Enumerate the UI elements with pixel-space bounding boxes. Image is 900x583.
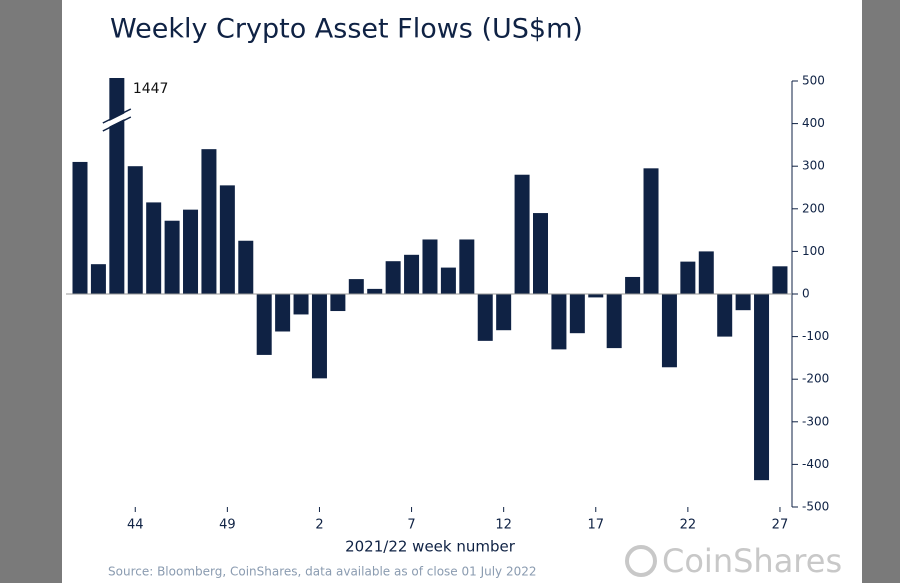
bar [496, 294, 512, 331]
plot-area [72, 78, 788, 481]
bar [90, 264, 106, 294]
bar [311, 294, 327, 379]
bar [404, 254, 420, 294]
bar [661, 294, 677, 368]
y-tick-label: 500 [802, 74, 825, 88]
y-tick-label: 300 [802, 159, 825, 173]
value-label: 1447 [133, 81, 169, 97]
bar [275, 294, 291, 332]
bar [698, 251, 714, 294]
x-tick-label: 7 [407, 518, 415, 533]
y-tick-label: 100 [802, 244, 825, 258]
bar [569, 294, 585, 334]
bar [772, 266, 788, 294]
y-tick-label: -100 [802, 329, 829, 343]
source-note: Source: Bloomberg, CoinShares, data avai… [108, 565, 537, 579]
bar [72, 161, 88, 294]
bar [183, 209, 199, 294]
y-tick-label: 200 [802, 201, 825, 215]
axis-break [101, 110, 132, 130]
y-tick-label: -300 [802, 414, 829, 428]
bar [551, 294, 567, 350]
x-tick-label: 49 [219, 518, 236, 533]
x-tick-label: 12 [495, 518, 512, 533]
y-tick-label: 0 [802, 287, 810, 301]
bar [643, 168, 659, 294]
x-tick-label: 27 [772, 518, 789, 533]
bar [109, 78, 125, 294]
brand-logo: CoinShares [625, 542, 842, 580]
x-tick-label: 17 [587, 518, 604, 533]
axis-break-edge [102, 108, 132, 124]
axis-break-edge [102, 116, 132, 132]
bar [533, 213, 548, 294]
bar [440, 267, 456, 294]
bar [293, 294, 309, 315]
bar [606, 294, 622, 349]
y-tick-label: 400 [802, 116, 825, 130]
x-tick-label: 44 [127, 518, 144, 533]
chart-title: Weekly Crypto Asset Flows (US$m) [110, 14, 583, 45]
bar [514, 174, 530, 294]
bar [219, 185, 235, 294]
logo-icon [625, 545, 657, 577]
bar [717, 294, 733, 337]
bar [422, 239, 438, 294]
bar [680, 261, 696, 294]
x-tick-label: 22 [680, 518, 697, 533]
bar [330, 294, 346, 312]
bar [385, 261, 401, 294]
bar [256, 294, 272, 355]
bar [201, 149, 217, 294]
bar [459, 239, 475, 294]
brand-name: CoinShares [662, 542, 842, 580]
bar [754, 294, 770, 481]
y-tick-label: -200 [802, 372, 829, 386]
bar [348, 279, 364, 294]
bar [164, 220, 180, 294]
y-tick-label: -500 [802, 500, 829, 514]
bar [477, 294, 493, 341]
bar [625, 276, 641, 294]
bar [238, 240, 254, 294]
bar [735, 294, 751, 311]
bar [146, 202, 162, 294]
bar [127, 166, 143, 294]
x-tick-label: 2 [315, 518, 323, 533]
bar [367, 288, 383, 294]
x-axis-label: 2021/22 week number [345, 538, 516, 556]
y-tick-label: -400 [802, 457, 829, 471]
bar [588, 294, 604, 298]
